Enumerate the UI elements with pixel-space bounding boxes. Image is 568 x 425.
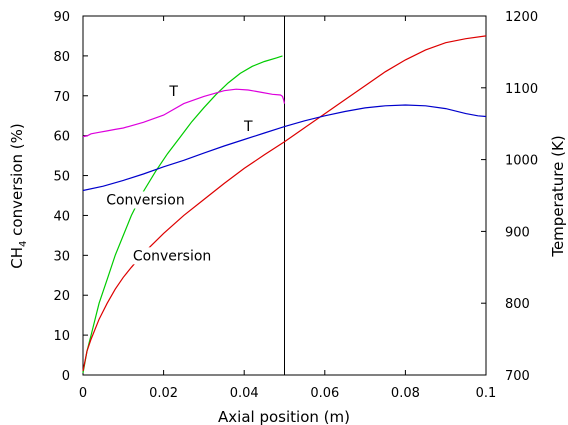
left-y-tick-label: 60 [53, 130, 70, 145]
x-tick-label: 0.1 [476, 386, 497, 401]
right-y-tick-label: 800 [505, 297, 530, 312]
series-line-0 [82, 55, 283, 374]
right-y-tick-label: 1000 [505, 154, 538, 169]
right-y-axis-label: Temperature (K) [549, 135, 567, 257]
x-axis-ticks: 0 0.02 0.04 0.06 0.08 0.1 [79, 16, 496, 401]
x-tick-label: 0.06 [310, 386, 339, 401]
right-y-tick-label: 1200 [505, 10, 538, 25]
x-axis-label: Axial position (m) [218, 408, 350, 425]
left-y-tick-label: 20 [53, 289, 70, 304]
right-y-tick-label: 700 [505, 369, 530, 384]
series-line-3 [82, 104, 487, 192]
left-y-axis-ticks: 0 10 20 30 40 50 60 70 80 90 [53, 10, 88, 384]
left-y-tick-label: 50 [53, 170, 70, 185]
left-y-axis-label: CH4 conversion (%) [8, 123, 29, 269]
x-tick-label: 0.04 [230, 386, 259, 401]
annotation-background [99, 191, 192, 209]
annotation-background [126, 247, 219, 265]
x-tick-label: 0.08 [391, 386, 420, 401]
annotation-label: T [243, 119, 253, 135]
left-y-tick-label: 40 [53, 209, 70, 224]
annotation-background [240, 118, 256, 136]
left-y-tick-label: 10 [53, 329, 70, 344]
annotation-label: T [168, 84, 178, 100]
right-y-axis-ticks: 700 800 900 1000 1100 1200 [481, 10, 538, 384]
series-line-1 [82, 35, 487, 372]
series-line-2 [82, 88, 286, 138]
annotation-label: Conversion [106, 192, 185, 208]
left-y-tick-label: 90 [53, 10, 70, 25]
left-y-tick-label: 30 [53, 249, 70, 264]
left-y-tick-label: 0 [62, 369, 70, 384]
curve-annotations: T T Conversion Conversion [99, 82, 256, 265]
annotation-background [166, 82, 181, 100]
series-lines [82, 35, 487, 374]
right-y-tick-label: 1100 [505, 82, 538, 97]
annotation-label: Conversion [133, 248, 212, 264]
left-y-tick-label: 70 [53, 90, 70, 105]
x-tick-label: 0.02 [149, 386, 178, 401]
right-y-tick-label: 900 [505, 225, 530, 240]
x-tick-label: 0 [79, 386, 87, 401]
left-y-tick-label: 80 [53, 50, 70, 65]
